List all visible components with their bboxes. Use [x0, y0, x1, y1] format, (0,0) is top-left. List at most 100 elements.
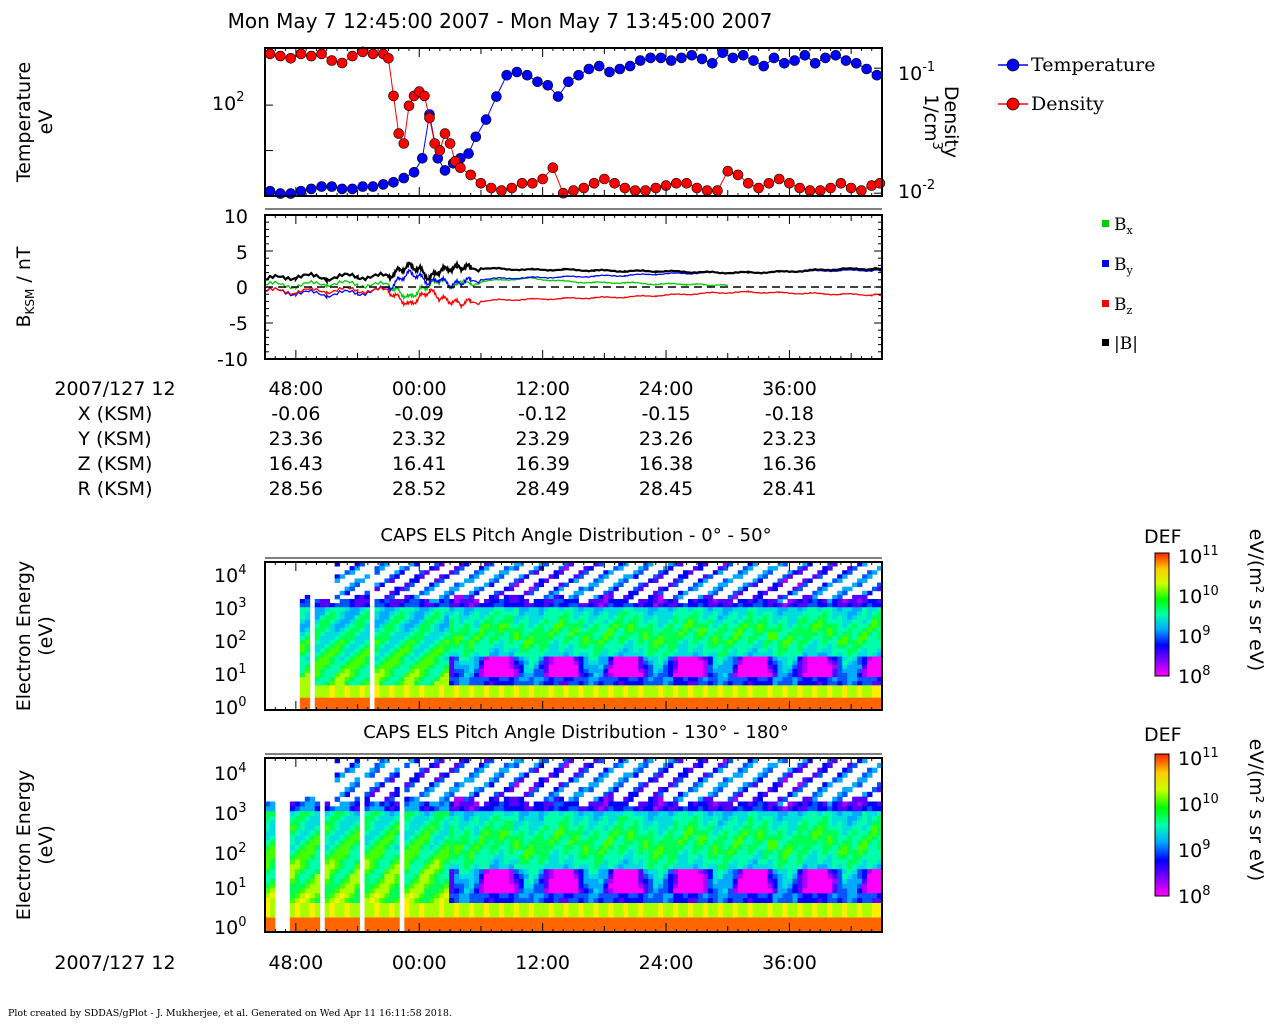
heatmap-cell [628, 697, 634, 703]
heatmap-cell [379, 840, 385, 846]
heatmap-cell [747, 664, 754, 670]
heatmap-cell [488, 664, 495, 670]
heatmap-cell [429, 611, 435, 616]
heatmap-cell [687, 705, 694, 711]
heatmap-cell [349, 903, 355, 909]
heatmap-cell [389, 811, 395, 817]
heatmap-cell [354, 689, 360, 694]
heatmap-cell [324, 907, 331, 914]
heatmap-cell [508, 631, 515, 637]
heatmap-cell [359, 607, 365, 612]
heatmap-cell [832, 660, 838, 666]
heatmap-cell [265, 898, 271, 904]
heatmap-cell [314, 623, 321, 629]
heatmap-cell [638, 582, 644, 588]
heatmap-cell [414, 677, 420, 682]
heatmap-cell [424, 830, 430, 836]
heatmap-cell [439, 705, 445, 711]
heatmap-cell [777, 681, 783, 686]
heatmap-cell [727, 619, 734, 625]
heatmap-cell [459, 607, 465, 612]
heatmap-cell [419, 849, 425, 856]
heatmap-cell [742, 623, 749, 629]
heatmap-cell [424, 806, 430, 812]
heatmap-cell [658, 607, 664, 612]
heatmap-cell [658, 586, 664, 592]
heatmap-cell [842, 656, 848, 662]
heatmap-cell [677, 644, 684, 649]
heatmap-cell [424, 660, 430, 666]
heatmap-cell [439, 636, 445, 641]
heatmap-cell [354, 796, 360, 802]
heatmap-cell [389, 656, 395, 662]
heatmap-cell [314, 912, 321, 918]
heatmap-cell [384, 652, 390, 657]
heatmap-cell [374, 893, 380, 899]
heatmap-cell [692, 668, 699, 674]
heatmap-cell [304, 869, 311, 875]
heatmap-cell [364, 677, 370, 682]
heatmap-cell [682, 607, 689, 612]
heatmap-cell [374, 854, 380, 860]
heatmap-cell [817, 627, 823, 633]
heatmap-cell [379, 801, 385, 807]
heatmap-cell [329, 636, 336, 641]
heatmap-cell [508, 689, 515, 694]
heatmap-cell [374, 903, 380, 909]
heatmap-cell [364, 835, 370, 841]
heatmap-cell [414, 825, 420, 831]
heatmap-cell [762, 681, 768, 686]
heatmap-cell [349, 874, 355, 880]
heatmap-cell [732, 673, 739, 678]
heatmap-cell [394, 801, 400, 807]
heatmap-cell [817, 607, 823, 612]
heatmap-cell [439, 578, 445, 583]
heatmap-cell [265, 859, 271, 865]
heatmap-cell [877, 623, 883, 629]
heatmap-cell [842, 701, 848, 707]
heatmap-cell [747, 705, 754, 711]
heatmap-cell [429, 840, 435, 846]
heatmap-cell [454, 705, 460, 711]
heatmap-cell [414, 689, 420, 694]
heatmap-cell [478, 631, 485, 637]
heatmap-cell [618, 652, 624, 657]
heatmap-cell [668, 611, 674, 616]
heatmap-cell [339, 673, 346, 678]
heatmap-cell [822, 582, 828, 588]
heatmap-cell [847, 627, 853, 633]
heatmap-cell [459, 693, 465, 699]
heatmap-cell [722, 673, 729, 678]
heatmap-cell [454, 582, 460, 588]
heatmap-cell [837, 611, 843, 616]
heatmap-cell [618, 611, 624, 616]
heatmap-cell [404, 859, 410, 865]
heatmap-cell [389, 590, 395, 596]
heatmap-cell [563, 644, 569, 649]
heatmap-cell [777, 615, 783, 620]
heatmap-cell [702, 578, 709, 583]
heatmap-cell [414, 615, 420, 620]
heatmap-cell [857, 673, 863, 678]
heatmap-cell [364, 806, 370, 812]
heatmap-cell [444, 590, 450, 596]
heatmap-cell [319, 631, 326, 637]
heatmap-cell [872, 636, 878, 641]
heatmap-cell [563, 611, 569, 616]
heatmap-cell [832, 668, 838, 674]
heatmap-cell [354, 660, 360, 666]
heatmap-cell [329, 811, 336, 817]
heatmap-cell [842, 689, 848, 694]
heatmap-cell [528, 668, 535, 674]
heatmap-cell [464, 677, 470, 682]
heatmap-cell [613, 660, 619, 666]
heatmap-cell [523, 623, 530, 629]
heatmap-cell [344, 619, 350, 625]
heatmap-cell [344, 898, 350, 904]
heatmap-cell [832, 644, 838, 649]
heatmap-cell [847, 570, 853, 575]
heatmap-cell [364, 859, 370, 865]
heatmap-cell [289, 845, 296, 851]
data-point-temperature [470, 131, 482, 143]
heatmap-cell [344, 697, 350, 703]
